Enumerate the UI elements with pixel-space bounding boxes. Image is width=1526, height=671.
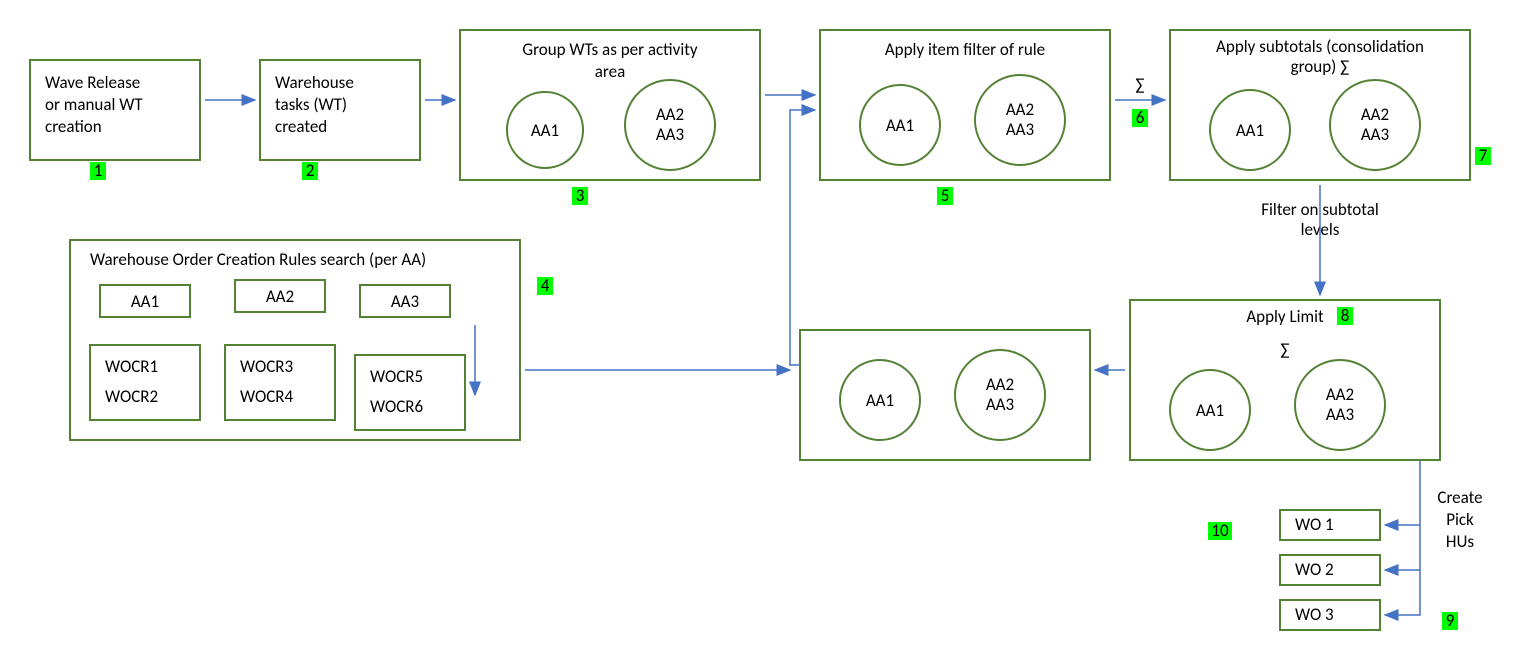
svg-text:Apply Limit: Apply Limit: [1246, 306, 1324, 327]
badge-2: 2: [302, 160, 318, 181]
svg-text:2: 2: [306, 160, 315, 181]
svg-text:creation: creation: [45, 116, 102, 137]
badge-3: 3: [572, 185, 588, 206]
badge-1: 1: [90, 160, 106, 181]
svg-text:WOCR6: WOCR6: [370, 396, 423, 417]
svg-text:created: created: [275, 116, 327, 137]
svg-text:area: area: [595, 61, 625, 82]
node-wave-release: Wave Release or manual WT creation: [30, 60, 200, 160]
wo-list: WO 1 WO 2 WO 3: [1280, 510, 1380, 630]
badge-7: 7: [1475, 145, 1491, 166]
svg-text:AA1: AA1: [1236, 120, 1264, 141]
svg-text:group) ∑: group) ∑: [1291, 56, 1350, 77]
badge-6: 6: [1132, 107, 1148, 128]
svg-text:WO 3: WO 3: [1295, 604, 1334, 625]
svg-text:AA3: AA3: [1326, 404, 1354, 425]
svg-text:6: 6: [1136, 107, 1145, 128]
svg-text:or manual WT: or manual WT: [45, 94, 143, 115]
badge-9: 9: [1442, 610, 1458, 631]
svg-text:AA1: AA1: [1196, 400, 1224, 421]
svg-text:AA2: AA2: [1326, 384, 1354, 405]
svg-text:AA1: AA1: [131, 291, 159, 312]
svg-text:WOCR5: WOCR5: [370, 366, 423, 387]
node-apply-limit: Apply Limit ∑ AA1 AA2 AA3: [1130, 300, 1440, 460]
svg-text:AA1: AA1: [531, 120, 559, 141]
svg-text:WO 2: WO 2: [1295, 559, 1334, 580]
edge-8-wo3: [1385, 570, 1420, 615]
svg-text:Warehouse Order Creation Rules: Warehouse Order Creation Rules search (p…: [90, 249, 426, 270]
edge-8-wo2: [1385, 525, 1420, 570]
svg-text:AA2: AA2: [1361, 104, 1389, 125]
svg-text:10: 10: [1211, 520, 1229, 541]
badge-4: 4: [537, 275, 553, 296]
svg-text:7: 7: [1479, 145, 1488, 166]
edge-loop-5: [790, 110, 815, 365]
svg-text:HUs: HUs: [1446, 531, 1474, 552]
node-group-wts: Group WTs as per activity area AA1 AA2 A…: [460, 30, 760, 180]
svg-text:AA2: AA2: [656, 104, 684, 125]
edge-8-wo1: [1385, 460, 1420, 525]
badge-10: 10: [1208, 520, 1232, 541]
svg-text:AA2: AA2: [1006, 99, 1034, 120]
svg-text:WO 1: WO 1: [1295, 514, 1334, 535]
node-item-filter: Apply item filter of rule AA1 AA2 AA3: [820, 30, 1110, 180]
svg-text:AA1: AA1: [866, 390, 894, 411]
svg-text:Wave Release: Wave Release: [45, 72, 140, 93]
svg-text:Pick: Pick: [1446, 509, 1474, 530]
svg-text:4: 4: [541, 275, 550, 296]
svg-text:WOCR2: WOCR2: [105, 386, 158, 407]
svg-text:AA3: AA3: [1006, 119, 1034, 140]
svg-text:AA1: AA1: [886, 115, 914, 136]
svg-text:AA2: AA2: [266, 286, 294, 307]
svg-text:AA3: AA3: [391, 291, 419, 312]
svg-text:1: 1: [94, 160, 103, 181]
svg-text:3: 3: [576, 185, 585, 206]
svg-text:tasks (WT): tasks (WT): [275, 94, 347, 115]
svg-text:9: 9: [1446, 610, 1455, 631]
svg-text:Group WTs as per activity: Group WTs as per activity: [522, 39, 698, 60]
svg-text:Apply subtotals (consolidation: Apply subtotals (consolidation: [1216, 36, 1424, 57]
node-wocr-search: Warehouse Order Creation Rules search (p…: [70, 240, 520, 440]
node-loop: AA1 AA2 AA3: [800, 330, 1090, 460]
svg-text:Apply item filter of rule: Apply item filter of rule: [885, 39, 1045, 60]
label-create-pick-hus: Create: [1437, 487, 1482, 508]
badge-5: 5: [937, 185, 953, 206]
svg-text:∑: ∑: [1280, 339, 1289, 360]
node-wt-created: Warehouse tasks (WT) created: [260, 60, 420, 160]
svg-text:WOCR3: WOCR3: [240, 356, 293, 377]
svg-text:AA3: AA3: [986, 394, 1014, 415]
badge-8: 8: [1337, 305, 1353, 326]
node-subtotals: Apply subtotals (consolidation group) ∑ …: [1170, 30, 1470, 180]
sigma-6: ∑: [1135, 74, 1144, 95]
svg-text:5: 5: [941, 185, 950, 206]
svg-text:WOCR4: WOCR4: [240, 386, 293, 407]
svg-text:8: 8: [1341, 305, 1350, 326]
flowchart-canvas: Wave Release or manual WT creation Wareh…: [0, 0, 1526, 671]
svg-text:AA3: AA3: [656, 124, 684, 145]
svg-text:AA2: AA2: [986, 374, 1014, 395]
svg-text:Warehouse: Warehouse: [275, 72, 354, 93]
svg-text:WOCR1: WOCR1: [105, 356, 158, 377]
svg-text:AA3: AA3: [1361, 124, 1389, 145]
